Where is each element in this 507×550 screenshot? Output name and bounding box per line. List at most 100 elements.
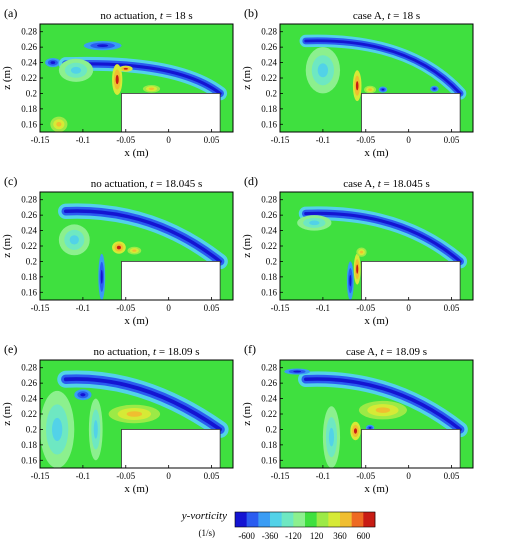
y-tick-label: 0.2: [26, 256, 37, 266]
x-tick-label: 0: [406, 135, 411, 145]
y-tick-label: 0.24: [261, 394, 277, 404]
panel-title-var: t: [380, 346, 384, 358]
yellow-vortex-core: [368, 88, 372, 91]
y-tick-label: 0.18: [261, 104, 277, 114]
yellow-vortex-core: [132, 249, 137, 252]
blue-vortex-core: [381, 88, 385, 91]
shear-layer-core: [63, 209, 222, 264]
colorbar-swatch: [316, 512, 329, 527]
panel-title-var: t: [378, 178, 382, 190]
y-axis-label: z (m): [1, 66, 13, 90]
panel-title-suffix: = 18.045 s: [381, 178, 430, 190]
x-axis-label: x (m): [364, 483, 388, 495]
panel-title: no actuation, t = 18.045 s: [91, 178, 203, 190]
x-tick-label: -0.15: [271, 135, 290, 145]
x-axis-label: x (m): [124, 483, 148, 495]
vorticity-structures: [40, 370, 229, 468]
colorbar-tick-label: -120: [285, 531, 302, 541]
panel-letter: (b): [244, 6, 258, 20]
y-tick-label: 0.26: [261, 210, 277, 220]
x-tick-label: 0.05: [204, 303, 220, 313]
x-tick-label: 0: [166, 135, 171, 145]
y-tick-label: 0.28: [261, 363, 277, 373]
solid-block: [361, 93, 461, 133]
shear-layer-core: [304, 39, 462, 95]
colorbar-tick-label: -600: [238, 531, 255, 541]
x-tick-label: 0: [166, 303, 171, 313]
panel-title-suffix: = 18.09 s: [384, 346, 427, 358]
panel-title: case A, t = 18.09 s: [346, 346, 427, 358]
y-tick-label: 0.26: [21, 42, 37, 52]
y-tick-label: 0.22: [21, 409, 37, 419]
x-tick-label: 0.05: [444, 303, 460, 313]
x-tick-label: 0: [166, 471, 171, 481]
colorbar-swatch: [351, 512, 364, 527]
y-tick-label: 0.18: [21, 440, 37, 450]
y-tick-label: 0.24: [261, 58, 277, 68]
panel-title: case A, t = 18 s: [353, 10, 420, 22]
yellow-vortex-core: [148, 87, 155, 90]
x-tick-label: -0.15: [271, 471, 290, 481]
y-tick-label: 0.24: [21, 394, 37, 404]
colorbar-swatch: [293, 512, 306, 527]
y-tick-label: 0.16: [261, 287, 277, 297]
y-tick-label: 0.26: [21, 210, 37, 220]
y-axis-label: z (m): [241, 234, 253, 258]
vorticity-structures: [45, 40, 228, 132]
y-tick-label: 0.2: [26, 88, 37, 98]
y-axis-label: z (m): [241, 402, 253, 426]
panel-title-var: t: [153, 346, 157, 358]
solid-block: [361, 261, 461, 301]
x-axis-label: x (m): [364, 315, 388, 327]
panel-title-suffix: = 18.09 s: [156, 346, 199, 358]
x-tick-label: -0.1: [316, 135, 330, 145]
panel-title: no actuation, t = 18.09 s: [93, 346, 199, 358]
yellow-vortex-core: [56, 121, 62, 127]
colorbar: -600 -360 -120 120 360 600 y-vorticity (1/s): [181, 510, 376, 541]
x-tick-label: 0.05: [444, 471, 460, 481]
y-tick-label: 0.2: [266, 256, 277, 266]
cyan-vortex-core: [317, 63, 329, 78]
red-vortex-core: [355, 81, 359, 91]
panel-letter: (f): [244, 342, 256, 356]
blue-vortex-core: [80, 393, 86, 397]
panel-title-var: t: [150, 178, 154, 190]
x-tick-label: 0.05: [204, 471, 220, 481]
colorbar-tick-label: 600: [357, 531, 371, 541]
x-tick-label: -0.05: [356, 135, 375, 145]
x-tick-label: -0.1: [76, 303, 90, 313]
cyan-vortex-core: [309, 220, 320, 226]
red-vortex-core: [356, 264, 359, 274]
y-tick-label: 0.18: [21, 104, 37, 114]
red-vortex-core: [123, 67, 128, 70]
solid-block: [121, 429, 221, 469]
panel-title-prefix: no actuation,: [91, 178, 151, 190]
x-axis-label: x (m): [364, 147, 388, 159]
y-tick-label: 0.28: [261, 27, 277, 37]
panel-title-suffix: = 18.045 s: [153, 178, 202, 190]
panel-title: no actuation, t = 18 s: [100, 10, 192, 22]
y-tick-label: 0.18: [21, 272, 37, 282]
colorbar-tick-label: 120: [310, 531, 324, 541]
panel-grid: -0.15 -0.1 -0.05 0 0.05 0.16 0.18 0.2 0.22 0.24 0.…: [1, 6, 474, 495]
shear-layer-core: [304, 211, 462, 263]
cyan-vortex-core: [328, 427, 335, 447]
x-tick-label: -0.1: [76, 135, 90, 145]
x-tick-label: -0.1: [316, 303, 330, 313]
yellow-vortex-core: [126, 411, 143, 417]
shear-layer-core: [63, 377, 223, 432]
y-tick-label: 0.28: [21, 27, 37, 37]
x-tick-label: -0.05: [356, 471, 375, 481]
colorbar-swatch: [305, 512, 317, 527]
yellow-vortex-core: [375, 407, 391, 413]
colorbar-swatch: [340, 512, 352, 527]
panel: -0.15 -0.1 -0.05 0 0.05 0.16 0.18 0.2 0.22 0.24 0.…: [1, 342, 234, 495]
blue-vortex-core: [368, 426, 372, 429]
cyan-vortex-core: [70, 66, 82, 74]
solid-block: [361, 429, 461, 469]
panel-title-var: t: [387, 10, 391, 22]
vorticity-structures: [58, 203, 228, 300]
red-vortex-core: [116, 245, 121, 250]
cyan-vortex-core: [52, 417, 63, 441]
